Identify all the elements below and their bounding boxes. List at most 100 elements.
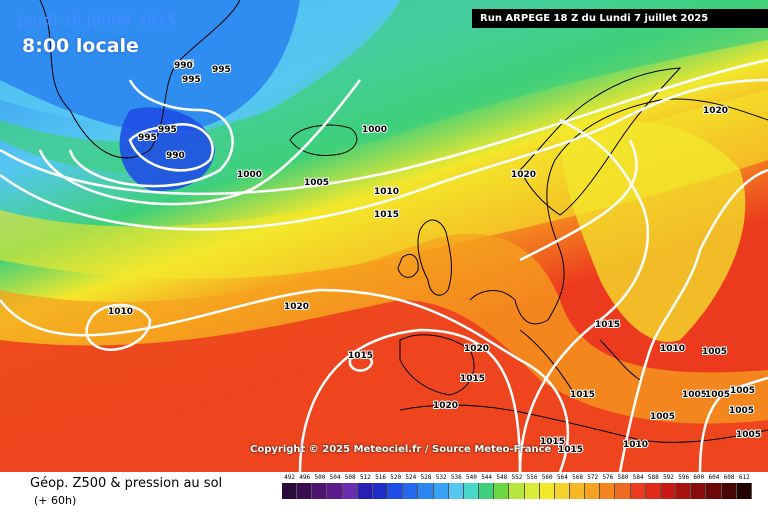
isobar-990-low <box>128 122 214 172</box>
isobar-label: 1005 <box>736 430 761 440</box>
legend-swatch <box>509 483 525 499</box>
isobar-label: 1020 <box>703 106 728 116</box>
iceland-coastline <box>289 124 358 156</box>
isobar-label: 1020 <box>464 344 489 354</box>
isobar-label: 1015 <box>348 351 373 361</box>
legend-tick-label: 496 <box>299 474 311 481</box>
band-red <box>0 300 768 472</box>
legend-tick-label: 568 <box>572 474 583 481</box>
legend-swatch <box>463 483 480 499</box>
parameter-title: Géop. Z500 & pression au sol <box>30 476 223 491</box>
weather-map: 995 990 995 995 995 990 995 1000 1000 10… <box>0 0 768 472</box>
legend-swatch <box>539 483 555 499</box>
legend-swatch <box>585 483 601 499</box>
legend-swatch <box>736 483 752 499</box>
legend-tick-label: 600 <box>693 474 705 481</box>
legend-tick-label: 536 <box>450 474 462 481</box>
isobar-label: 1005 <box>682 390 707 400</box>
legend-swatch <box>327 483 343 499</box>
greenland-coastline <box>39 0 241 159</box>
band-yellow-south <box>0 90 768 279</box>
isobar-labels: 995 990 995 995 995 990 995 1000 1000 10… <box>107 59 762 456</box>
legend-swatch <box>282 483 298 499</box>
legend-tick-label: 576 <box>602 474 614 481</box>
isobar-1005-east <box>698 376 768 472</box>
isobar-label: 1005 <box>702 347 727 357</box>
legend-swatch <box>418 483 434 499</box>
legend-tick-row: 492 496 500 504 508 512 516 520 524 528 532 536 540 5… <box>282 474 752 481</box>
isobar-995-low <box>68 79 234 188</box>
isobar-label: 990 <box>166 151 185 161</box>
isobar-label: 1015 <box>558 445 583 455</box>
isobar-label: 1000 <box>237 170 262 180</box>
isobar-label: 1015 <box>460 374 485 384</box>
isobar-label: 1015 <box>595 320 620 330</box>
legend-tick-label: 604 <box>708 474 720 481</box>
legend-swatch <box>645 483 661 499</box>
legend-swatch <box>433 483 449 499</box>
legend-tick-label: 552 <box>511 474 523 481</box>
legend-tick-label: 504 <box>329 474 341 481</box>
legend-tick-label: 524 <box>405 474 417 481</box>
legend-tick-label: 492 <box>284 474 295 481</box>
legend-swatch <box>297 483 313 499</box>
isobar-lines <box>0 58 768 472</box>
legend-color-bar <box>282 483 752 499</box>
legend-tick-label: 560 <box>541 474 553 481</box>
map-footer: Géop. Z500 & pression au sol (+ 60h) 492… <box>0 472 768 512</box>
forecast-lead-time: (+ 60h) <box>34 494 77 507</box>
legend-swatch <box>630 483 646 499</box>
isobar-1020-north <box>0 78 768 231</box>
legend-tick-label: 580 <box>617 474 629 481</box>
isobar-label: 1010 <box>108 307 133 317</box>
isobar-label: 995 <box>182 75 201 85</box>
legend-swatch <box>554 483 570 499</box>
isobar-label: 990 <box>174 61 193 71</box>
isobar-label: 1010 <box>623 440 648 450</box>
legend-tick-label: 548 <box>496 474 508 481</box>
legend-tick-label: 588 <box>647 474 659 481</box>
legend-swatch <box>615 483 631 499</box>
legend-tick-label: 596 <box>678 474 690 481</box>
isobar-label: 1000 <box>362 125 387 135</box>
isobar-label: 1015 <box>570 390 595 400</box>
isobar-label: 1015 <box>374 210 399 220</box>
forecast-time-label: 8:00 locale <box>22 35 139 57</box>
legend-swatch <box>388 483 404 499</box>
isobar-label: 1020 <box>433 401 458 411</box>
legend-tick-label: 528 <box>420 474 432 481</box>
legend-swatch <box>569 483 586 499</box>
legend-swatch <box>372 483 389 499</box>
isobar-label: 995 <box>158 125 177 135</box>
isobar-1010-europe <box>618 168 768 472</box>
isobar-1020-atlantic <box>0 288 569 472</box>
legend-swatch <box>676 483 692 499</box>
isobar-label: 1020 <box>511 170 536 180</box>
isobar-1000-north <box>38 79 361 206</box>
model-run-label: Run ARPEGE 18 Z du Lundi 7 juillet 2025 <box>472 9 768 28</box>
isobar-label: 995 <box>175 60 194 70</box>
forecast-date-label: Jeudi 10 juillet 2025 <box>18 13 176 29</box>
band-blue <box>0 0 300 133</box>
isobar-label: 995 <box>138 133 157 143</box>
isobar-label: 1005 <box>729 406 754 416</box>
legend-tick-label: 592 <box>663 474 674 481</box>
isobar-label: 1010 <box>660 344 685 354</box>
isobar-label: 1005 <box>304 178 329 188</box>
legend-tick-label: 612 <box>738 474 750 481</box>
isobar-1010-cell <box>85 303 152 351</box>
isobar-label: 1005 <box>650 412 675 422</box>
legend-swatch <box>721 483 737 499</box>
copyright-notice: Copyright © 2025 Meteociel.fr / Source M… <box>250 444 552 455</box>
isobar-1015-europe <box>518 118 649 472</box>
europe-coastline <box>399 98 768 396</box>
isobar-label: 1015 <box>540 437 565 447</box>
isobar-1020-europe-high <box>519 139 638 262</box>
band-yellow-europe <box>560 120 746 342</box>
band-green <box>0 0 768 175</box>
isobar-label: 995 <box>212 65 231 75</box>
color-scale-legend: 492 496 500 504 508 512 516 520 524 528 532 536 540 5… <box>282 474 752 508</box>
legend-swatch <box>312 483 328 499</box>
legend-swatch <box>691 483 707 499</box>
